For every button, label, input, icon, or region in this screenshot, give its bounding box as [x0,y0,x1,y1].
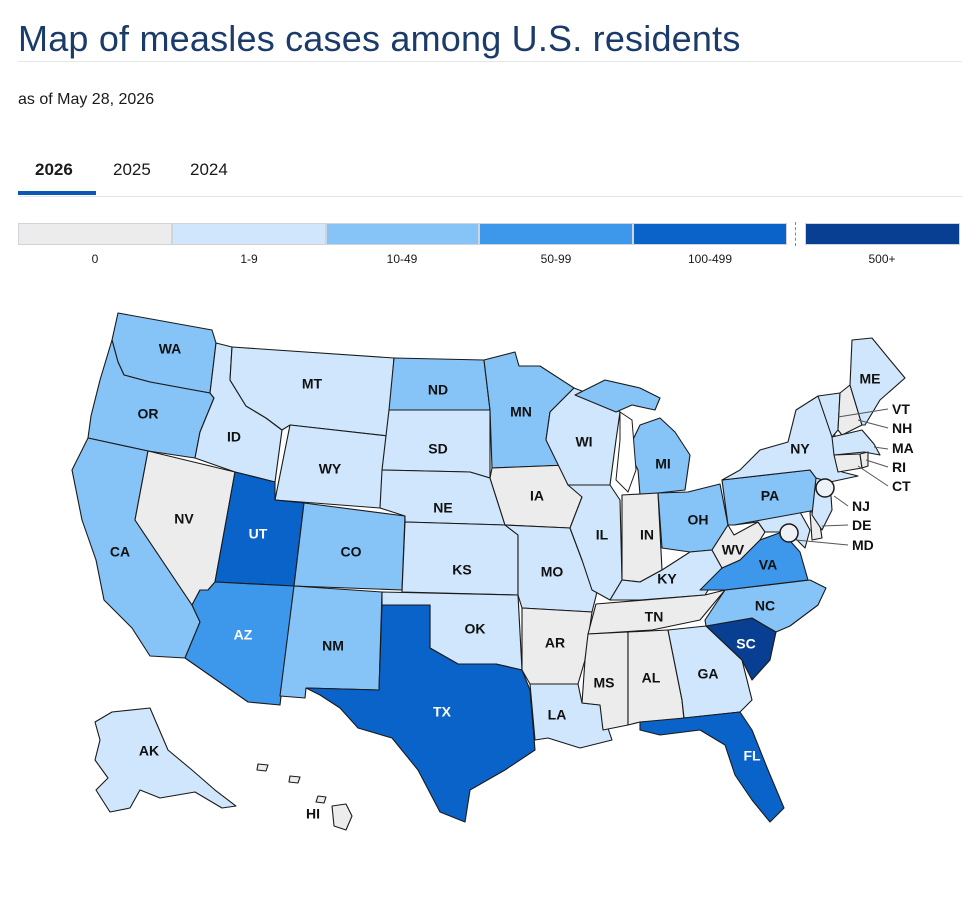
label-md: MD [852,537,874,553]
tab-2024[interactable]: 2024 [190,160,228,179]
label-tx: TX [433,704,452,720]
legend-swatch-1-9 [172,223,326,245]
label-ak: AK [139,743,159,759]
legend-swatch-10-49 [326,223,479,245]
label-wa: WA [159,341,182,357]
label-in: IN [640,527,654,543]
state-il[interactable] [567,484,623,601]
legend-label-0: 0 [91,252,99,266]
label-nc: NC [755,598,775,614]
label-fl: FL [743,748,761,764]
label-mi: MI [655,456,671,472]
label-al: AL [642,670,661,686]
label-hi: HI [306,806,320,822]
state-tx[interactable] [305,604,536,823]
label-mt: MT [302,376,323,392]
label-va: VA [759,557,777,573]
title-divider [18,61,962,62]
state-ks[interactable] [401,521,519,596]
state-az[interactable] [184,581,295,706]
label-tn: TN [645,609,664,625]
label-ne: NE [433,500,452,516]
label-nd: ND [428,382,448,398]
label-ri: RI [892,459,906,475]
label-id: ID [227,429,241,445]
label-ca: CA [110,544,130,560]
label-wv: WV [722,542,745,558]
state-ct[interactable] [833,453,863,473]
tab-2026[interactable]: 2026 [35,160,73,179]
legend-label-100-499: 100-499 [687,252,733,266]
us-measles-map: WA OR CA NV ID MT WY UT AZ CO NM ND SD N… [71,312,914,831]
label-mo: MO [541,564,564,580]
year-tabs: 2026 2025 2024 [18,150,962,197]
label-ks: KS [452,562,471,578]
legend-swatch-500-plus [805,223,960,245]
label-oh: OH [688,512,709,528]
label-la: LA [548,707,567,723]
md-callout-marker[interactable] [779,523,799,543]
state-fl[interactable] [639,711,785,823]
label-de: DE [852,517,871,533]
label-nj: NJ [852,498,870,514]
label-pa: PA [761,488,779,504]
legend-swatch-50-99 [479,223,633,245]
label-ct: CT [892,478,911,494]
state-nh[interactable] [837,384,863,436]
legend-swatch-0 [18,223,172,245]
label-ma: MA [892,440,914,456]
lake-michigan [615,411,637,493]
label-nm: NM [322,638,344,654]
as-of-date: as of May 28, 2026 [18,91,155,108]
label-nh: NH [892,420,912,436]
label-vt: VT [892,401,910,417]
legend-label-50-99: 50-99 [540,252,572,266]
label-or: OR [138,406,159,422]
page-title: Map of measles cases among U.S. resident… [18,18,741,59]
label-co: CO [341,544,362,560]
active-tab-indicator [18,191,96,195]
legend-label-1-9: 1-9 [240,252,258,266]
state-me[interactable] [849,337,906,426]
label-ok: OK [465,621,486,637]
label-ar: AR [545,635,565,651]
state-ak[interactable] [94,707,237,813]
label-ky: KY [657,571,677,587]
nj-callout-marker[interactable] [815,478,835,498]
label-ia: IA [530,488,544,504]
label-wy: WY [319,461,342,477]
label-az: AZ [234,627,253,643]
legend-swatch-100-499 [633,223,787,245]
label-sd: SD [428,441,447,457]
label-sc: SC [736,636,755,652]
label-ga: GA [698,666,719,682]
label-nv: NV [174,511,194,527]
state-ma[interactable] [831,429,881,456]
legend-divider [795,222,796,246]
state-ri[interactable] [859,451,869,469]
label-me: ME [860,371,881,387]
state-la[interactable] [529,683,613,749]
legend-label-10-49: 10-49 [386,252,418,266]
legend-label-500-plus: 500+ [868,252,896,266]
label-ny: NY [790,441,810,457]
label-wi: WI [575,434,592,450]
label-ms: MS [594,675,615,691]
tab-2025[interactable]: 2025 [113,160,151,179]
state-hi[interactable] [256,763,353,831]
label-ut: UT [249,526,268,542]
label-il: IL [596,527,609,543]
label-mn: MN [510,404,532,420]
